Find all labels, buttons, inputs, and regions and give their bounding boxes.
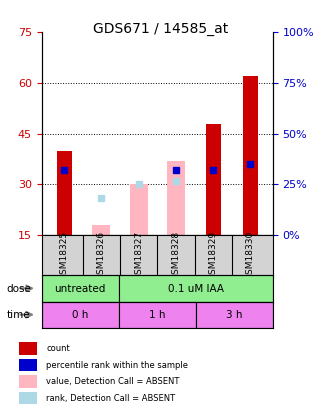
Bar [167,161,185,235]
Bar [56,151,72,235]
Text: GDS671 / 14585_at: GDS671 / 14585_at [93,22,228,36]
Text: GSM18326: GSM18326 [97,230,106,280]
Text: time: time [6,310,30,320]
Text: 1 h: 1 h [149,310,166,320]
Bar [119,275,273,302]
Bar [19,375,37,388]
Bar [19,342,37,355]
Text: percentile rank within the sample: percentile rank within the sample [46,360,188,370]
Bar [119,302,196,328]
Bar [42,302,119,328]
Bar [42,275,119,302]
Text: GSM18330: GSM18330 [246,230,255,280]
Bar [92,225,110,235]
Bar [206,124,221,235]
Text: value, Detection Call = ABSENT: value, Detection Call = ABSENT [46,377,179,386]
Bar [130,184,148,235]
Bar [19,359,37,371]
Bar [196,302,273,328]
Text: count: count [46,344,70,353]
Text: untreated: untreated [55,284,106,294]
Text: GSM18328: GSM18328 [171,230,180,280]
Text: rank, Detection Call = ABSENT: rank, Detection Call = ABSENT [46,394,175,403]
Text: GSM18329: GSM18329 [209,230,218,280]
Text: dose: dose [6,284,31,294]
Bar [243,76,258,235]
Text: GSM18327: GSM18327 [134,230,143,280]
Bar [19,392,37,404]
Text: 3 h: 3 h [226,310,243,320]
Text: GSM18325: GSM18325 [60,230,69,280]
Text: 0.1 uM IAA: 0.1 uM IAA [168,284,224,294]
Text: 0 h: 0 h [72,310,89,320]
